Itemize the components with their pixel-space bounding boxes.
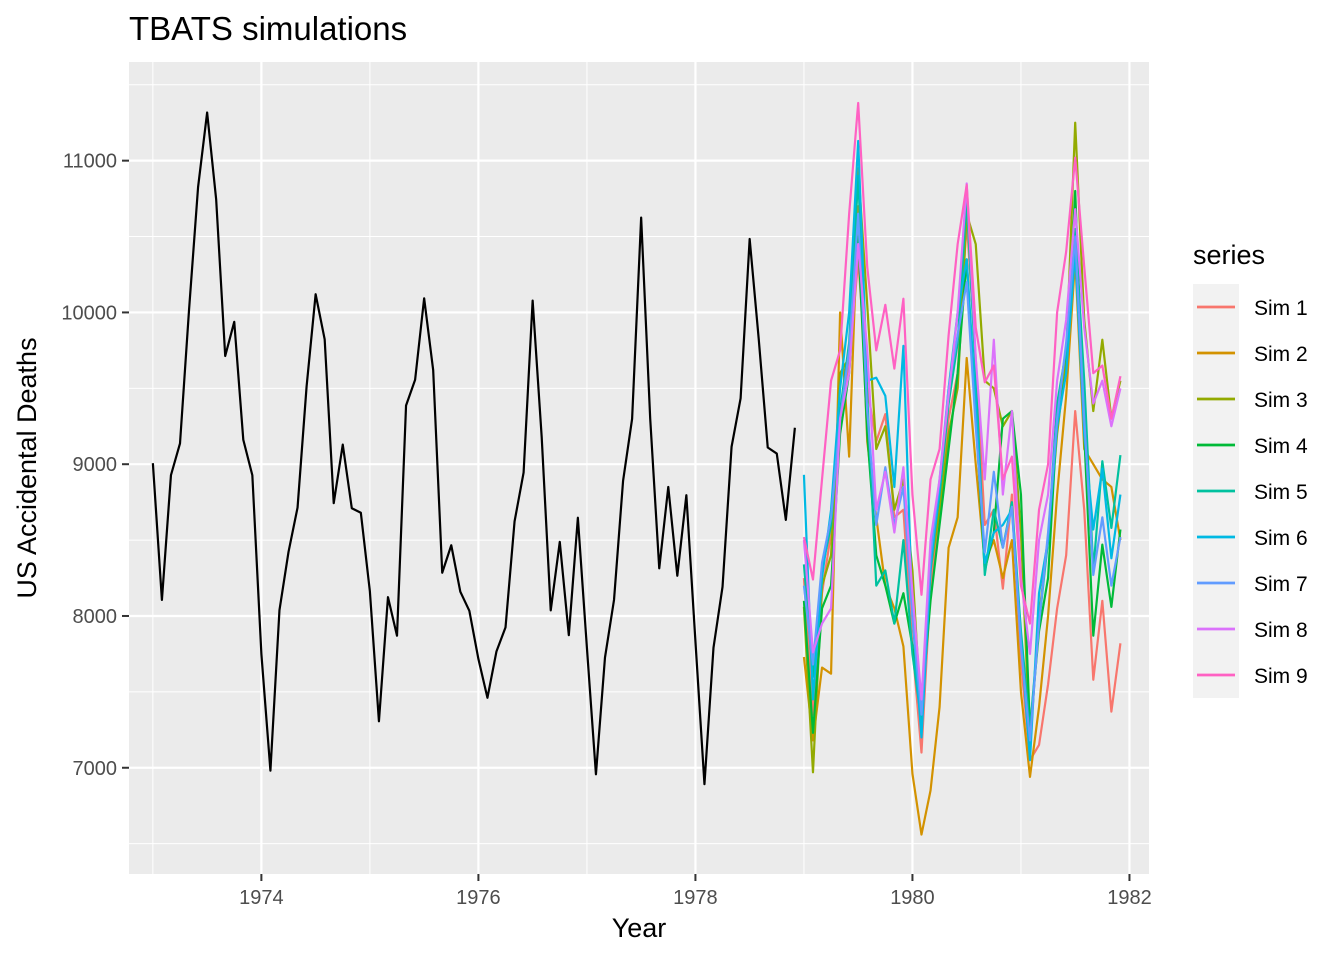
series-lines bbox=[151, 101, 1122, 836]
major-gridlines bbox=[129, 62, 1149, 874]
legend-label-4: Sim 4 bbox=[1254, 435, 1308, 458]
sim-line-7 bbox=[802, 212, 1122, 742]
legend-items: Sim 1 Sim 2 Sim 3 Sim 4 Sim 5 Sim 6 Sim 7 Sim 8… bbox=[1197, 297, 1308, 688]
x-tick-label: 1980 bbox=[890, 887, 935, 909]
legend-label-5: Sim 5 bbox=[1254, 481, 1308, 504]
x-tick-label: 1982 bbox=[1107, 887, 1152, 909]
y-tick-label: 8000 bbox=[73, 606, 118, 628]
legend-label-9: Sim 9 bbox=[1254, 665, 1308, 688]
y-axis: 7000 8000 9000 10000 11000 bbox=[61, 151, 129, 780]
x-axis: 1974 1976 1978 1980 1982 bbox=[239, 874, 1152, 909]
y-axis-title: US Accidental Deaths bbox=[12, 337, 42, 598]
y-tick-label: 11000 bbox=[63, 151, 117, 173]
minor-gridlines bbox=[129, 62, 1149, 874]
sim-line-8 bbox=[802, 182, 1122, 701]
legend-label-2: Sim 2 bbox=[1254, 343, 1308, 366]
legend-title: series bbox=[1193, 240, 1265, 270]
observed-line bbox=[151, 111, 796, 786]
plot-panel bbox=[129, 62, 1149, 874]
sim-line-9 bbox=[802, 101, 1122, 625]
x-tick-label: 1974 bbox=[239, 887, 284, 909]
sim-line-6 bbox=[802, 139, 1122, 762]
legend-label-7: Sim 7 bbox=[1254, 573, 1308, 596]
y-tick-label: 7000 bbox=[73, 758, 118, 780]
x-tick-label: 1976 bbox=[456, 887, 501, 909]
legend-label-3: Sim 3 bbox=[1254, 389, 1308, 412]
y-tick-label: 10000 bbox=[61, 302, 117, 324]
legend-label-8: Sim 8 bbox=[1254, 619, 1308, 642]
legend-label-1: Sim 1 bbox=[1254, 297, 1308, 320]
x-axis-title: Year bbox=[612, 913, 667, 943]
legend-label-6: Sim 6 bbox=[1254, 527, 1308, 550]
y-tick-label: 9000 bbox=[73, 454, 118, 476]
x-tick-label: 1978 bbox=[673, 887, 718, 909]
chart-title: TBATS simulations bbox=[129, 10, 407, 47]
